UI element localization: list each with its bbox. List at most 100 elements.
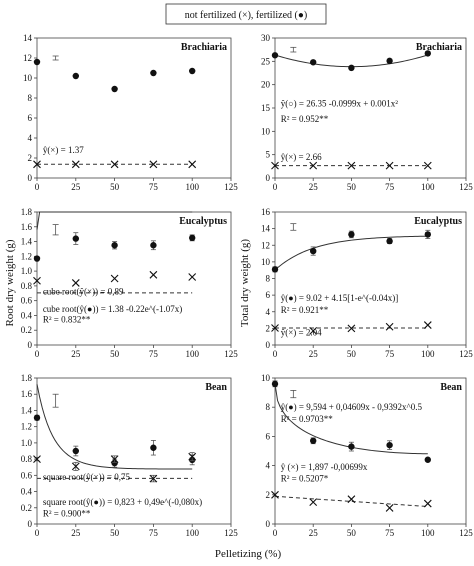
chart-panel-5: 0 25 50 75 100 125 0 0.2 0.4 0.6 0.8 1.0 1.2 1.4 1.6 1.…	[21, 373, 239, 538]
chart-panel-3: 0 25 50 75 100 125 0 0.2 0.4 0.6 0.8 1.0 1.2 1.4 1.6 1.…	[21, 207, 239, 359]
regression-equation: R² = 0.832**	[43, 314, 91, 324]
data-point-not-fertilized	[33, 455, 41, 464]
y-tick-label: 4	[28, 133, 33, 143]
data-point-not-fertilized	[149, 270, 158, 279]
y-tick-label: 0	[266, 519, 271, 529]
x-tick-label: 100	[185, 182, 199, 192]
regression-equation: R² = 0.952**	[281, 114, 329, 124]
data-point-not-fertilized	[71, 279, 80, 287]
y-tick-label: 10	[261, 373, 271, 383]
x-tick-label: 100	[185, 528, 199, 538]
data-point-not-fertilized	[71, 462, 80, 471]
cross-stroke	[385, 504, 394, 512]
data-point-not-fertilized	[309, 498, 318, 506]
cross-stroke	[271, 490, 279, 499]
y-axis-title-right: Total dry weight (g)	[239, 239, 251, 327]
cross-stroke	[347, 324, 356, 333]
y-tick-label: 1.4	[21, 405, 33, 415]
x-tick-label: 25	[71, 349, 81, 359]
data-point-fertilized	[150, 444, 157, 451]
y-tick-label: 2	[28, 153, 33, 163]
y-tick-label: 25	[261, 56, 271, 66]
y-tick-label: 20	[261, 80, 271, 90]
regression-equation: ŷ(○) = 26.35 -0.0999x + 0.001x²	[281, 99, 399, 109]
plot-frame	[274, 377, 467, 525]
data-point-fertilized	[72, 447, 80, 455]
data-point-not-fertilized	[347, 161, 356, 170]
x-tick-label: 75	[149, 182, 159, 192]
y-tick-label: 1.4	[21, 237, 33, 247]
regression-equation: ŷ(●) = 9.02 + 4.15[1-e^(-0.04x)]	[281, 293, 399, 303]
x-tick-label: 50	[347, 528, 357, 538]
data-point-fertilized	[348, 231, 355, 238]
cross-stroke	[385, 161, 394, 170]
cross-stroke	[385, 322, 394, 331]
data-point-not-fertilized	[271, 161, 279, 170]
y-tick-label: 0.8	[21, 454, 33, 464]
cross-stroke	[110, 160, 119, 169]
cross-stroke	[33, 160, 41, 169]
cross-stroke	[309, 326, 318, 335]
y-tick-label: 0	[28, 519, 33, 529]
x-tick-label: 75	[385, 349, 395, 359]
regression-equation: R² = 0.5207*	[281, 474, 329, 484]
data-point-fertilized	[386, 237, 393, 245]
plot-frame	[36, 37, 232, 179]
x-tick-label: 50	[110, 349, 120, 359]
x-tick-label: 125	[459, 349, 473, 359]
data-point-fertilized	[72, 235, 80, 242]
data-point-not-fertilized	[110, 274, 119, 283]
cross-stroke	[149, 474, 158, 483]
regression-equation: ŷ(×) = 2.04	[281, 328, 322, 338]
cross-stroke	[149, 160, 158, 169]
y-tick-label: 1.8	[21, 207, 33, 217]
chart-panel-4: 0 25 50 75 100 125 0 2 4 6 8 10 12 14 16 Eucalyptus ŷ(●)…	[261, 207, 473, 359]
panel-title: Brachiaria	[181, 42, 227, 53]
cross-stroke	[347, 495, 356, 504]
legend-box: not fertilized (×), fertilized (●)	[165, 3, 327, 25]
x-tick-label: 125	[224, 528, 238, 538]
data-point-fertilized	[348, 64, 355, 72]
y-tick-label: 2	[266, 490, 271, 500]
chart-panel-2: 0 25 50 75 100 125 0 5 10 15 20 25 30 Brachiaria ŷ(○) …	[261, 33, 473, 192]
cross-stroke	[110, 274, 119, 283]
x-axis-title: Pelletizing (%)	[215, 548, 282, 560]
regression-equation: R² = 0.9703**	[281, 414, 334, 424]
data-point-fertilized	[310, 247, 317, 255]
data-point-not-fertilized	[309, 326, 318, 335]
x-tick-label: 125	[224, 182, 238, 192]
data-point-not-fertilized	[110, 160, 119, 169]
x-tick-label: 50	[347, 182, 357, 192]
x-tick-label: 0	[273, 349, 278, 359]
x-tick-label: 125	[224, 349, 238, 359]
data-point-not-fertilized	[33, 160, 41, 169]
chart-panel-1: 0 25 50 75 100 125 0 2 4 6 8 10 12 14 Brachiaria ŷ(×) =…	[23, 33, 238, 192]
y-tick-label: 30	[261, 33, 271, 43]
y-tick-label: 0.6	[21, 470, 33, 480]
data-point-fertilized	[33, 414, 41, 421]
x-tick-label: 25	[71, 528, 81, 538]
y-tick-label: 1.2	[21, 251, 32, 261]
y-tick-label: 0.8	[21, 281, 33, 291]
data-point-not-fertilized	[188, 452, 197, 461]
regression-equation: cube root(ŷ(●)) = 1.38 -0.22e^(-1.07x)	[43, 304, 182, 314]
y-tick-label: 6	[28, 113, 33, 123]
x-tick-label: 0	[273, 182, 278, 192]
cross-stroke	[149, 270, 158, 279]
cross-stroke	[423, 161, 432, 170]
data-point-not-fertilized	[385, 322, 394, 331]
y-tick-label: 0	[28, 173, 33, 183]
x-tick-label: 75	[149, 528, 159, 538]
data-point-fertilized	[150, 69, 157, 77]
data-point-not-fertilized	[188, 273, 197, 281]
x-tick-label: 100	[185, 349, 199, 359]
y-tick-label: 0	[266, 173, 271, 183]
y-tick-label: 8	[266, 274, 271, 284]
data-point-fertilized	[386, 57, 393, 65]
plot-frame	[274, 211, 467, 346]
panel-title: Bean	[440, 382, 462, 393]
y-tick-label: 1.2	[21, 422, 32, 432]
regression-equation: R² = 0.900**	[43, 509, 91, 519]
fit-curve-fertilized	[36, 211, 193, 230]
